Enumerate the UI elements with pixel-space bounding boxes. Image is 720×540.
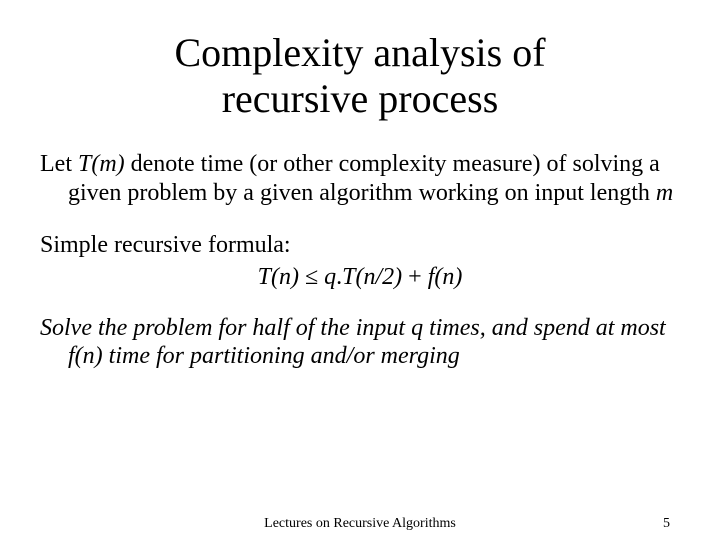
text-solve-post: time for partitioning and/or merging (103, 343, 460, 369)
paragraph-explanation: Solve the problem for half of the input … (40, 314, 680, 372)
text-let: Let (40, 151, 78, 177)
formula-line: T(n) ≤ q.T(n/2) + f(n) (40, 262, 680, 292)
formula-label: Simple recursive formula: (40, 230, 680, 260)
math-plus: + (402, 264, 428, 290)
math-tm: T(m) (78, 151, 125, 177)
slide-title: Complexity analysis of recursive process (100, 30, 620, 122)
math-m: m (656, 180, 673, 206)
math-tn: T(n) (258, 264, 299, 290)
footer-page-number: 5 (663, 516, 670, 532)
math-fn2: f(n) (68, 343, 103, 369)
text-solve-pre: Solve the problem for half of the input (40, 315, 411, 341)
math-q: q (324, 264, 336, 290)
math-q2: q (411, 315, 423, 341)
slide: Complexity analysis of recursive process… (0, 0, 720, 540)
paragraph-formula: Simple recursive formula: T(n) ≤ q.T(n/2… (40, 230, 680, 292)
math-fn: f(n) (428, 264, 463, 290)
text-solve-mid: times, and spend at most (423, 315, 666, 341)
footer-title: Lectures on Recursive Algorithms (0, 516, 720, 532)
math-leq: ≤ (299, 264, 324, 290)
text-def-mid: denote time (or other complexity measure… (68, 151, 660, 206)
paragraph-definition: Let T(m) denote time (or other complexit… (40, 150, 680, 208)
math-tn2: T(n/2) (342, 264, 402, 290)
